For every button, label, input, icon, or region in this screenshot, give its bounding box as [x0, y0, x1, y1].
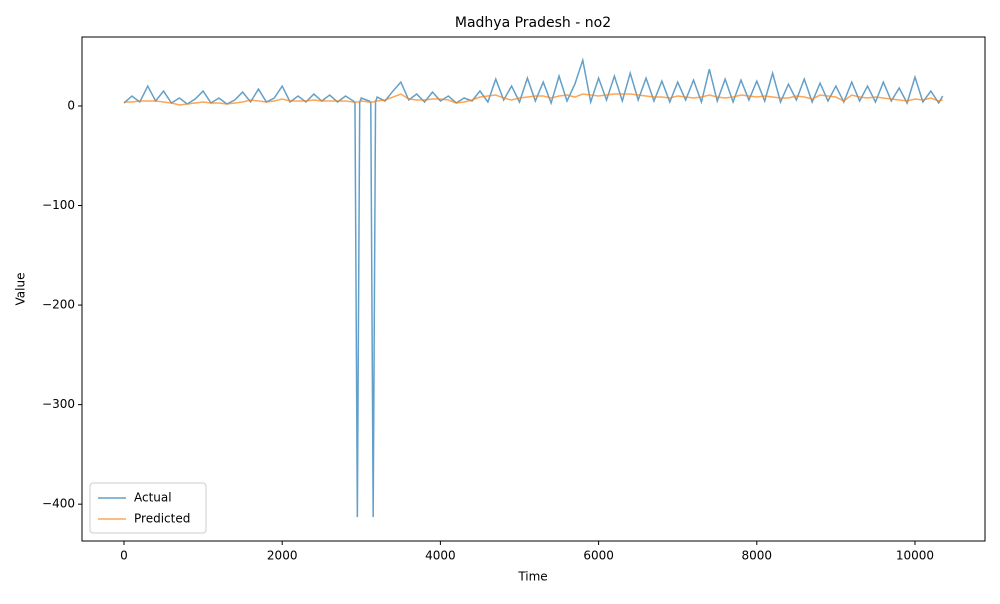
x-tick-label: 2000 — [267, 549, 298, 563]
legend-label: Predicted — [134, 512, 190, 526]
x-axis-label: Time — [517, 570, 547, 584]
y-tick-label: −100 — [42, 198, 75, 212]
y-tick-label: −200 — [42, 298, 75, 312]
y-tick-label: −400 — [42, 497, 75, 511]
legend-label: Actual — [134, 491, 172, 505]
y-tick-label: −300 — [42, 397, 75, 411]
y-axis-label: Value — [14, 273, 28, 306]
y-tick-label: 0 — [67, 98, 75, 112]
x-tick-label: 8000 — [742, 549, 773, 563]
x-tick-label: 0 — [120, 549, 128, 563]
x-tick-label: 6000 — [583, 549, 614, 563]
legend-box — [89, 482, 207, 534]
x-tick-label: 10000 — [896, 549, 934, 563]
plot-frame — [81, 36, 986, 542]
chart-title: Madhya Pradesh - no2 — [455, 15, 611, 31]
series-line — [123, 57, 944, 518]
series-line — [124, 93, 943, 106]
x-tick-label: 4000 — [425, 549, 456, 563]
